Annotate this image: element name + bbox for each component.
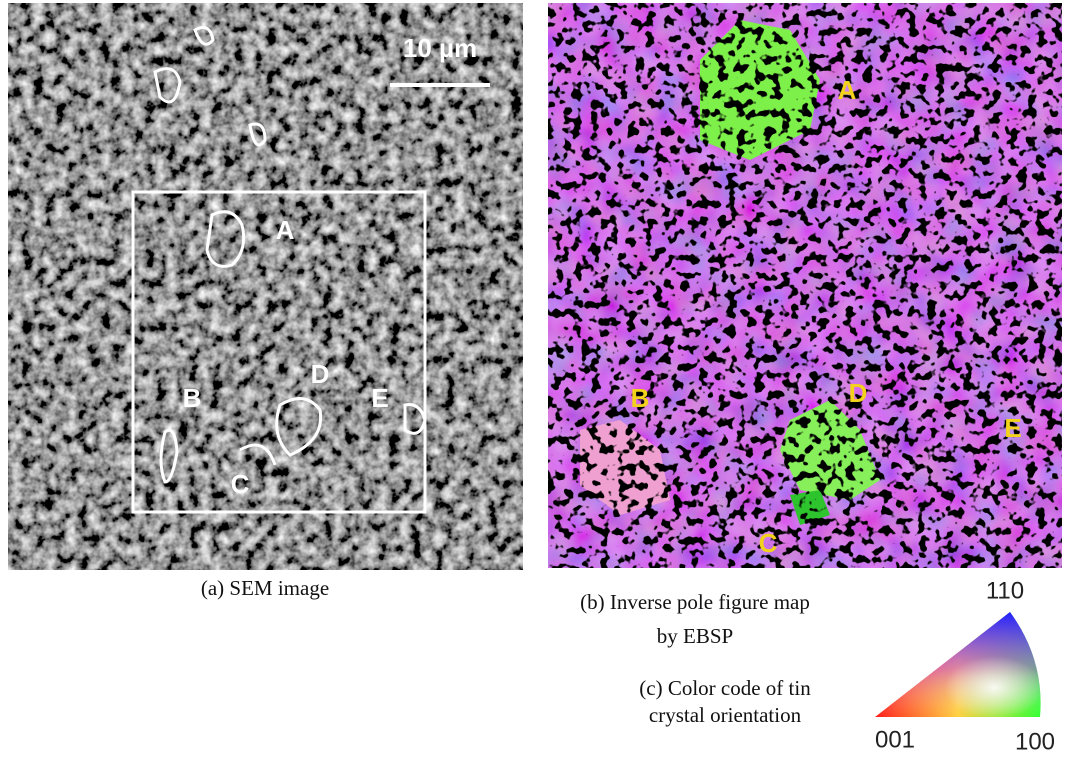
sem-image <box>8 3 523 570</box>
caption: crystal orientation <box>649 703 802 727</box>
figure: 10 µm A B C D E (a) SEM image A B C D E … <box>0 0 1065 759</box>
region-label: E <box>1004 413 1021 443</box>
corner-label: 100 <box>1015 728 1055 755</box>
region-label: A <box>276 215 295 245</box>
region-label: C <box>759 528 778 558</box>
region-label: A <box>838 75 857 105</box>
color-key <box>875 612 1041 717</box>
scale-bar-label: 10 µm <box>403 33 477 63</box>
caption: by EBSP <box>657 624 733 648</box>
corner-label: 001 <box>875 726 915 753</box>
region-label: B <box>183 383 202 413</box>
region-label: D <box>849 378 868 408</box>
region-label: C <box>231 469 250 499</box>
region-label: D <box>311 359 330 389</box>
corner-label: 110 <box>986 577 1024 604</box>
region-label: B <box>631 383 650 413</box>
caption: (c) Color code of tin <box>639 676 811 700</box>
caption: (b) Inverse pole figure map <box>580 590 810 614</box>
caption: (a) SEM image <box>201 576 329 600</box>
ebsp-map <box>548 3 1062 568</box>
region-label: E <box>371 383 388 413</box>
figure-canvas: 10 µm A B C D E (a) SEM image A B C D E … <box>0 0 1065 759</box>
